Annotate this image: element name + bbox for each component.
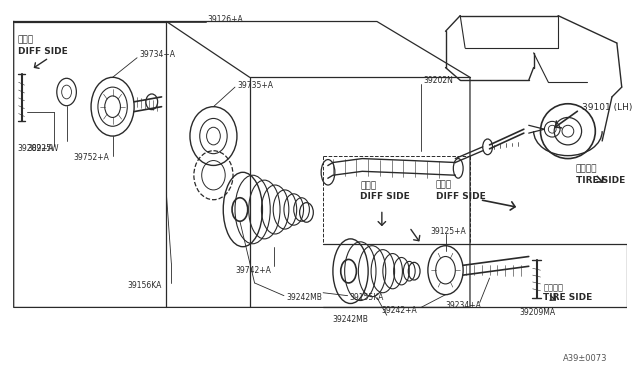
Text: 39752+A: 39752+A <box>74 153 109 162</box>
Text: TIRE SIDE: TIRE SIDE <box>576 176 625 185</box>
Text: A39±0073: A39±0073 <box>563 354 607 363</box>
Text: デフ側: デフ側 <box>18 35 34 44</box>
Text: TIRE SIDE: TIRE SIDE <box>543 293 593 302</box>
Text: 39202N: 39202N <box>423 76 453 85</box>
Text: タイヤ側: タイヤ側 <box>543 283 563 292</box>
Text: 39242+A: 39242+A <box>382 306 418 315</box>
Text: 39734+A: 39734+A <box>139 50 175 59</box>
Text: タイヤ側: タイヤ側 <box>576 164 597 173</box>
Text: デフ側: デフ側 <box>436 180 452 189</box>
Text: 39156KA: 39156KA <box>127 281 162 291</box>
Text: DIFF SIDE: DIFF SIDE <box>360 192 410 201</box>
Text: デフ側: デフ側 <box>360 182 376 190</box>
Text: 39242MB: 39242MB <box>333 315 369 324</box>
Text: 39735+A: 39735+A <box>237 81 273 90</box>
Text: 39742+A: 39742+A <box>235 266 271 275</box>
Text: 39155KA: 39155KA <box>349 293 384 302</box>
Text: 39242MB: 39242MB <box>286 293 322 302</box>
Text: 39234+A: 39234+A <box>445 301 481 310</box>
Text: 39126+A: 39126+A <box>207 15 243 24</box>
Text: DIFF SIDE: DIFF SIDE <box>436 192 486 201</box>
Text: 38225W: 38225W <box>28 144 59 153</box>
Text: 39209+A: 39209+A <box>18 144 54 153</box>
Text: 39125+A: 39125+A <box>431 227 467 235</box>
Text: DIFF SIDE: DIFF SIDE <box>18 47 67 56</box>
Text: 39101 (LH): 39101 (LH) <box>582 103 632 112</box>
Text: 39209MA: 39209MA <box>519 308 555 317</box>
